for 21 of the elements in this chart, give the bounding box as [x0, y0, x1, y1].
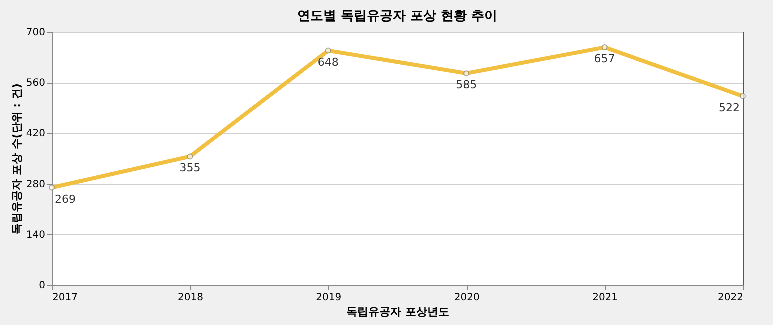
x-tick-label: 2018 [178, 292, 204, 304]
y-tick-label: 560 [26, 78, 46, 90]
y-tick-label: 420 [26, 128, 46, 140]
y-tick-label: 280 [26, 179, 46, 190]
x-tick-label: 2020 [454, 292, 480, 304]
y-axis-title: 독립유공자 포상 수(단위 : 건) [10, 84, 24, 234]
data-label: 355 [180, 162, 201, 175]
x-tick-label: 2022 [718, 292, 744, 304]
data-label: 269 [55, 192, 76, 206]
x-tick-label: 2021 [592, 292, 618, 304]
y-tick-label: 140 [26, 230, 46, 241]
x-tick-label: 2017 [52, 292, 78, 304]
x-axis-title: 독립유공자 포상년도 [346, 306, 450, 318]
data-label: 648 [318, 56, 339, 69]
data-label: 585 [456, 78, 478, 92]
x-tick-label: 2019 [316, 292, 342, 304]
y-tick-label: 700 [26, 28, 46, 38]
chart-title: 연도별 독립유공자 포상 현황 추이 [297, 9, 498, 24]
data-label: 522 [719, 101, 740, 114]
y-tick-label: 0 [39, 280, 46, 292]
data-label: 657 [594, 52, 616, 66]
